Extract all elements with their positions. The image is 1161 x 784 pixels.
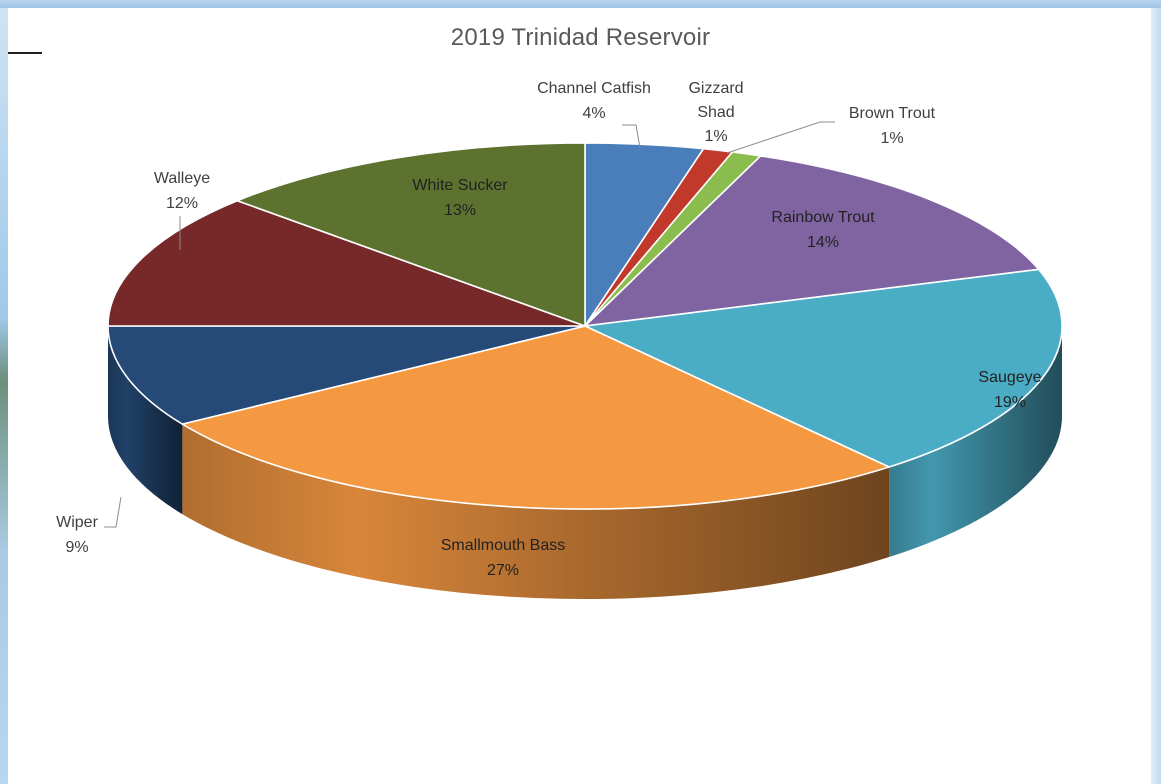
window-top-bar xyxy=(0,0,1161,8)
pie-side-shade-wiper xyxy=(108,326,183,515)
leader-line-brown-trout xyxy=(726,121,835,154)
slice-label-gizzard-shad-line1: Gizzard xyxy=(688,80,743,97)
slice-value-channel-catfish: 4% xyxy=(582,105,605,122)
header-rule xyxy=(8,52,42,54)
pie-side-shade-smallmouth-bass xyxy=(182,424,890,600)
slice-label-rainbow-trout: Rainbow Trout xyxy=(771,209,875,226)
slice-label-gizzard-shad-line2: Shad xyxy=(697,104,734,121)
slice-value-saugeye: 19% xyxy=(994,394,1026,411)
slice-value-brown-trout: 1% xyxy=(880,130,903,147)
slice-value-walleye: 12% xyxy=(166,195,198,212)
background-right-strip xyxy=(1151,8,1161,784)
slice-value-white-sucker: 13% xyxy=(444,202,476,219)
slice-label-brown-trout: Brown Trout xyxy=(849,105,936,122)
pie-slice-wiper xyxy=(107,325,586,425)
pie-slice-white-sucker xyxy=(236,142,586,327)
leader-line-wiper xyxy=(104,496,122,528)
leader-line-channel-catfish xyxy=(622,124,641,149)
slice-label-wiper: Wiper xyxy=(56,514,98,531)
slice-label-saugeye: Saugeye xyxy=(978,369,1041,386)
slice-value-rainbow-trout: 14% xyxy=(807,234,839,251)
pie-slice-saugeye xyxy=(584,268,1063,468)
pie-slice-walleye xyxy=(107,199,586,327)
slice-value-smallmouth-bass: 27% xyxy=(487,562,519,579)
pie-side-shade-saugeye xyxy=(889,326,1062,557)
slice-value-wiper: 9% xyxy=(65,539,88,556)
slice-label-smallmouth-bass: Smallmouth Bass xyxy=(441,537,566,554)
pie-slice-smallmouth-bass xyxy=(181,325,890,510)
slice-value-gizzard-shad: 1% xyxy=(704,128,727,145)
slice-label-walleye: Walleye xyxy=(154,170,210,187)
chart-title: 2019 Trinidad Reservoir xyxy=(450,24,711,51)
slice-label-channel-catfish: Channel Catfish xyxy=(537,80,651,97)
slice-label-white-sucker: White Sucker xyxy=(412,177,508,194)
